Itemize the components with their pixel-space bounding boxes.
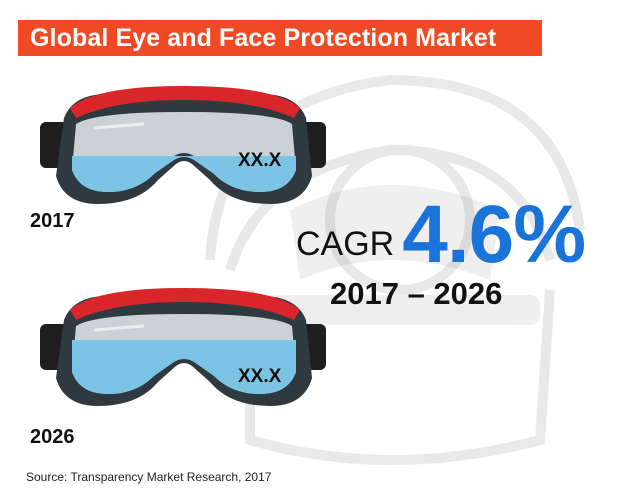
cagr-prefix: CAGR [296,225,395,263]
safety-goggles-icon [40,288,326,406]
cagr-period: 2017 – 2026 [330,276,503,311]
year-label-2017: 2017 [30,210,75,232]
safety-goggles-icon [40,86,326,204]
title-bar: Global Eye and Face Protection Market [18,20,542,56]
value-label-2026: XX.X [238,366,282,387]
cagr-value: 4.6% [402,189,586,280]
chart-title: Global Eye and Face Protection Market [30,23,497,52]
cagr-block: CAGR 4.6% [296,186,586,280]
source-note: Source: Transparency Market Research, 20… [26,470,272,484]
year-label-2026: 2026 [30,426,75,448]
value-label-2017: XX.X [238,150,282,171]
